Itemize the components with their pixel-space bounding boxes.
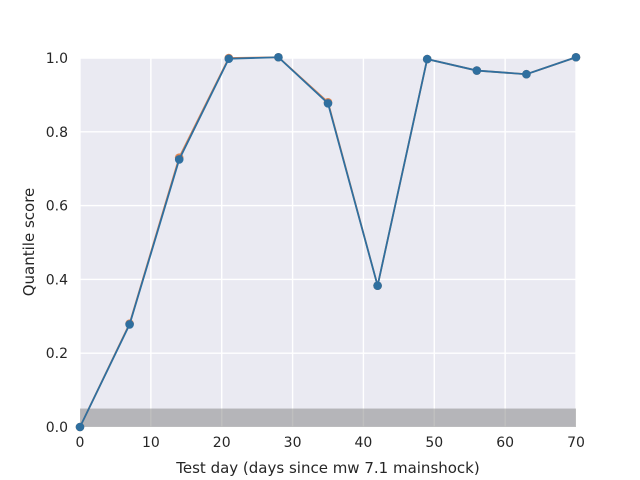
x-tick-label: 10: [142, 435, 160, 451]
x-tick-label: 50: [425, 435, 443, 451]
data-point: [373, 281, 382, 290]
data-point: [472, 66, 482, 75]
plot-area: [80, 58, 576, 427]
data-point: [274, 52, 283, 62]
y-tick-label: 0.0: [46, 420, 68, 436]
shaded-band-layer: [80, 408, 576, 427]
tick-labels: 0 10 20 30 40 50 60 70 0.0 0.2 0.4 0.6 0.8 1.0: [46, 51, 585, 451]
data-point: [571, 52, 581, 62]
shaded-band: [80, 408, 576, 427]
y-tick-label: 0.8: [46, 125, 68, 141]
series-layer: [75, 52, 581, 432]
x-tick-label: 30: [284, 435, 302, 451]
grid: [79, 57, 577, 428]
x-tick-label: 70: [567, 435, 585, 451]
x-axis-label: Test day (days since mw 7.1 mainshock): [175, 459, 479, 477]
series-2: [75, 52, 581, 432]
data-point: [174, 155, 184, 164]
data-point: [125, 320, 134, 329]
data-point: [75, 422, 85, 432]
x-tick-label: 20: [213, 435, 231, 451]
x-tick-label: 60: [496, 435, 514, 451]
y-tick-label: 0.6: [46, 199, 68, 215]
y-tick-label: 0.2: [46, 346, 68, 362]
y-tick-label: 1.0: [46, 51, 68, 67]
y-axis-label: Quantile score: [20, 188, 38, 297]
data-point: [323, 99, 333, 108]
data-point: [224, 54, 234, 64]
x-tick-label: 40: [355, 435, 373, 451]
data-point: [522, 69, 531, 79]
data-point: [422, 54, 432, 64]
x-tick-label: 0: [76, 435, 85, 451]
y-tick-label: 0.4: [46, 272, 68, 288]
